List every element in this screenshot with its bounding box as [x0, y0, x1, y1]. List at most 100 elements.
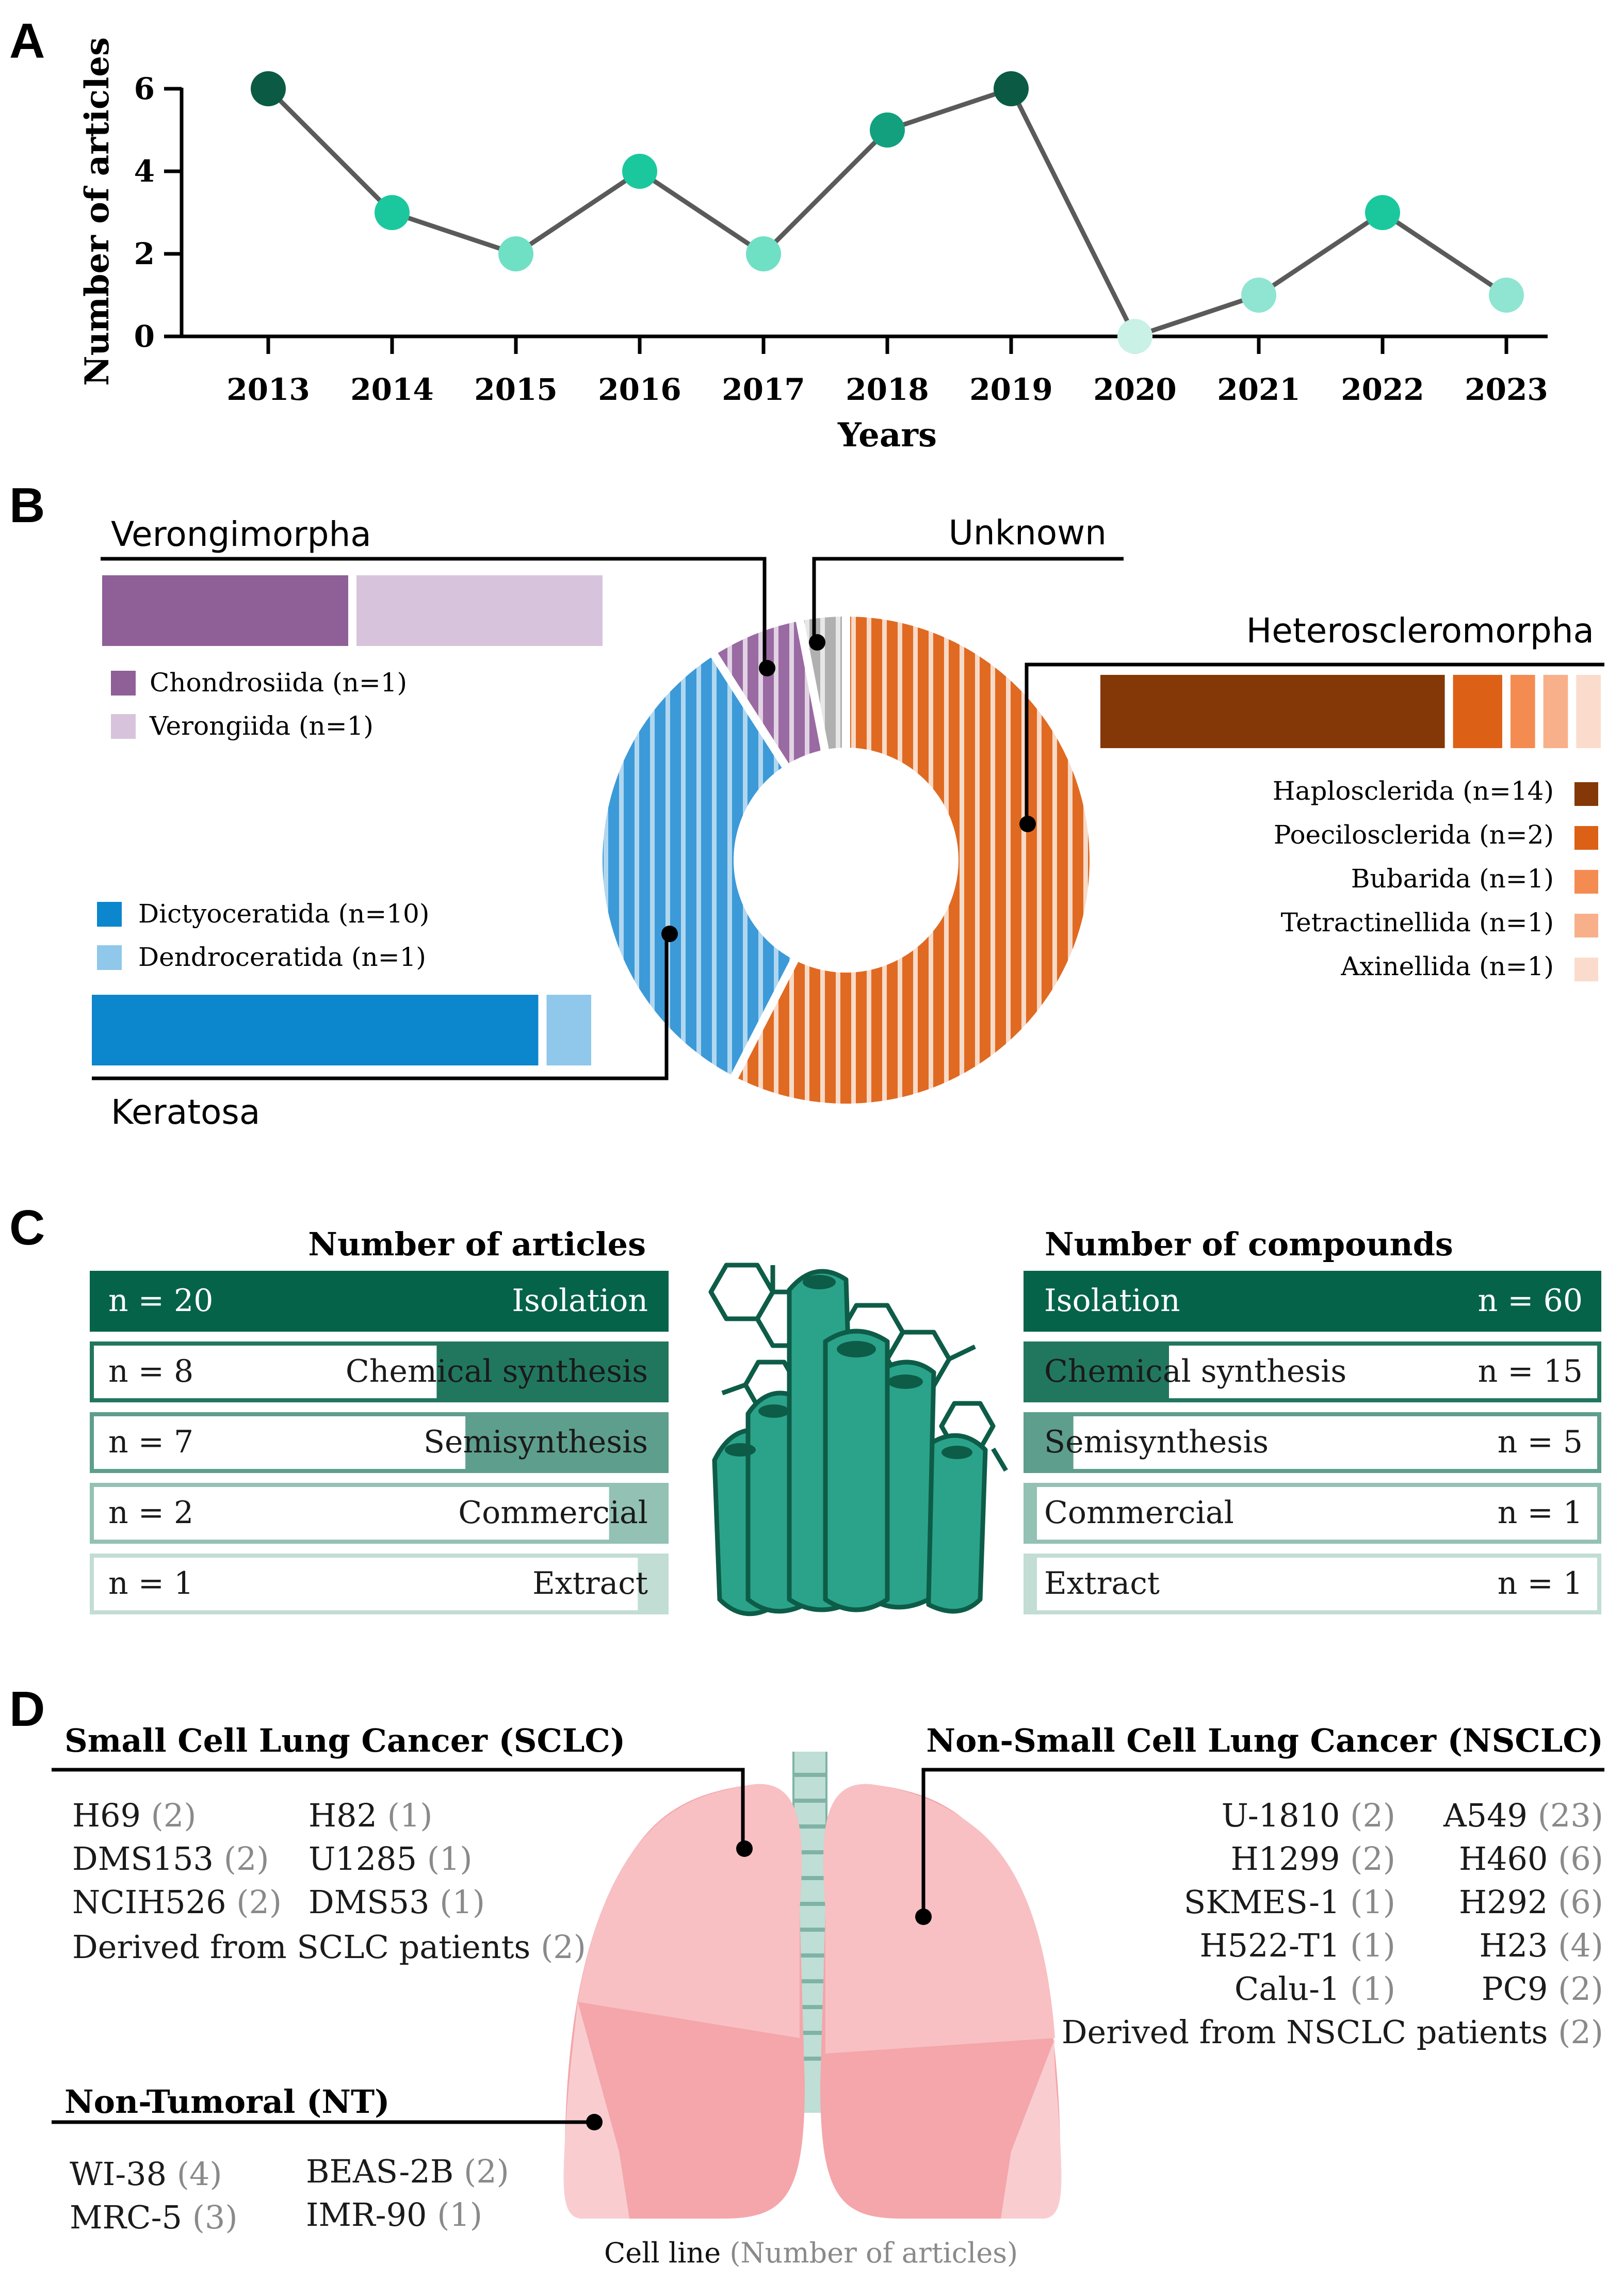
cell-line-entry: H69 (2): [72, 1797, 197, 1834]
cell-line-count: (6): [1558, 1840, 1603, 1878]
cell-line-entry: NCIH526 (2): [72, 1883, 282, 1921]
segment-haplosclerida: [1100, 675, 1445, 748]
legend-swatch-verongiida: [111, 714, 136, 739]
cell-line-count: (1): [1350, 1970, 1395, 2008]
data-point: [622, 154, 657, 189]
donut-slice-unknown: [794, 608, 850, 759]
right-lung-upper-lobe: [823, 1784, 1055, 2053]
bar-row-isolation: n = 20 Isolation Isolation n = 60: [90, 1271, 1601, 1332]
articles-bar-fill: [436, 1344, 667, 1400]
cell-line-entry: Calu-1 (1): [1235, 1970, 1395, 2008]
series-points: [251, 71, 1524, 354]
cell-line-entry: H460 (6): [1459, 1840, 1603, 1878]
cell-line-entry: SKMES-1 (1): [1184, 1883, 1395, 1921]
cell-line-name: DMS53: [308, 1883, 440, 1921]
lungs-illustration: [563, 1752, 1062, 2219]
bar-row-semisynthesis: n = 7 Semisynthesis Semisynthesis n = 5: [90, 1412, 1601, 1473]
compounds-count: n = 60: [1478, 1283, 1583, 1319]
cell-line-name: Derived from NSCLC patients: [1062, 2013, 1558, 2051]
x-tick-label: 2016: [598, 372, 681, 407]
cell-line-name: H23: [1480, 1927, 1558, 1964]
cell-line-name: MRC-5: [70, 2198, 192, 2236]
compounds-category: Extract: [1044, 1565, 1160, 1602]
verongimorpha-dot: [759, 660, 775, 676]
cell-line-entry: H292 (6): [1459, 1883, 1603, 1921]
compounds-title: Number of compounds: [1045, 1225, 1453, 1263]
articles-bar-frame: [90, 1483, 669, 1544]
keratosa-title: Keratosa: [111, 1092, 260, 1132]
articles-count: n = 7: [108, 1424, 193, 1460]
cell-line-name: BEAS-2B: [306, 2153, 464, 2190]
y-axis-title: Number of articles: [78, 37, 117, 386]
cell-line-name: H82: [308, 1797, 387, 1834]
x-tick-label: 2022: [1341, 372, 1424, 407]
segment-chondrosiida: [102, 575, 348, 646]
cell-line-entry: BEAS-2B (2): [306, 2153, 509, 2190]
compounds-bar-fill: [1026, 1344, 1169, 1400]
cell-line-count: (2): [541, 1928, 586, 1966]
cell-line-count: (23): [1538, 1797, 1603, 1834]
articles-category: Semisynthesis: [424, 1424, 648, 1460]
panel-b: B Verongimorpha Unknown Heteroscleromorp…: [9, 478, 1604, 1132]
cell-line-entry: IMR-90 (1): [306, 2196, 482, 2234]
heteroscleromorpha-leader: [1025, 662, 1604, 824]
cell-line-count: (2): [1558, 1970, 1603, 2008]
segment-bubarida: [1510, 675, 1535, 748]
panel-c-label: C: [9, 1200, 45, 1255]
unknown-dot: [809, 634, 825, 651]
articles-count: n = 8: [108, 1353, 193, 1389]
right-lung-edge: [1001, 2038, 1062, 2219]
cell-line-entry: H23 (4): [1480, 1927, 1604, 1964]
donut-slice-heteroscleromorpha: [727, 608, 1098, 1112]
donut-slice-keratosa: [594, 646, 802, 1086]
sclc-dot: [736, 1840, 753, 1857]
compounds-count: n = 5: [1498, 1424, 1583, 1460]
verongimorpha-title: Verongimorpha: [111, 514, 371, 554]
compounds-category: Semisynthesis: [1044, 1424, 1269, 1460]
cell-line-count: (4): [177, 2155, 222, 2193]
data-point: [498, 236, 533, 271]
panel-b-label: B: [9, 478, 45, 533]
legend-swatch-axinellida: [1574, 958, 1598, 981]
legend-dendroceratida: Dendroceratida (n=1): [138, 942, 426, 972]
compounds-count: n = 1: [1498, 1565, 1583, 1602]
panel-d: D Small Cell L: [9, 1681, 1604, 2269]
cell-line-count: (1): [440, 1883, 485, 1921]
data-point: [746, 236, 781, 271]
heteroscleromorpha-bar: [1100, 675, 1601, 748]
legend-swatch-dictyoceratida: [97, 902, 122, 927]
articles-category: Commercial: [458, 1495, 648, 1531]
cell-line-count: (2): [1558, 2013, 1603, 2051]
segment-verongiida: [356, 575, 603, 646]
y-ticks: 0 2 4 6: [134, 71, 182, 354]
legend-swatch-tetractinellida: [1574, 914, 1598, 937]
compounds-category: Chemical synthesis: [1044, 1353, 1346, 1389]
segment-tetractinellida: [1543, 675, 1568, 748]
compounds-bar-fill: [1026, 1485, 1037, 1542]
cell-line-count: (6): [1558, 1883, 1603, 1921]
data-point: [375, 195, 410, 230]
nsclc-dot: [915, 1909, 932, 1925]
compounds-category: Isolation: [1044, 1283, 1180, 1319]
articles-count: n = 2: [108, 1495, 193, 1531]
cell-line-name: H522-T1: [1200, 1927, 1351, 1964]
x-ticks: 2013 2014 2015 2016 2017 2018 2019 2020 2021 2022…: [226, 336, 1548, 407]
sclc-title: Small Cell Lung Cancer (SCLC): [64, 1722, 625, 1759]
legend-swatch-dendroceratida: [97, 945, 122, 970]
articles-category: Extract: [532, 1565, 648, 1602]
legend-dictyoceratida: Dictyoceratida (n=10): [138, 899, 429, 929]
panel-a-label: A: [9, 13, 45, 69]
sponge-tubes: [712, 1269, 988, 1616]
sclc-leader: [52, 1768, 745, 1849]
y-tick-label: 2: [134, 236, 155, 271]
cell-line-count: (4): [1558, 1927, 1603, 1964]
unknown-leader: [812, 557, 1124, 642]
segment-axinellida: [1576, 675, 1601, 748]
compounds-count: n = 1: [1498, 1495, 1583, 1531]
cell-line-name: U-1810: [1222, 1797, 1351, 1834]
cell-line-entry: DMS53 (1): [308, 1883, 485, 1921]
cell-line-name: H1299: [1231, 1840, 1351, 1878]
cell-line-name: WI-38: [70, 2155, 177, 2193]
cell-line-name: NCIH526: [72, 1883, 236, 1921]
